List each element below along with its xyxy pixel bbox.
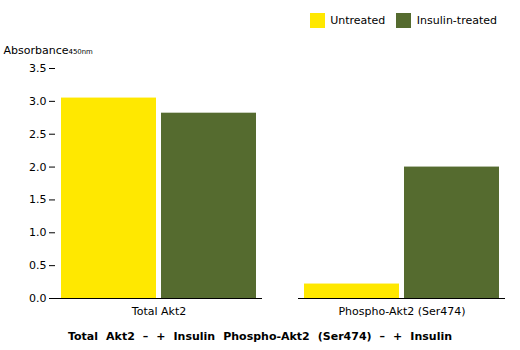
html-text:Insulin: Insulin [173,329,216,343]
svg-text:3.5: 3.5 [29,62,47,75]
html-text:Insulin: Insulin [410,329,452,343]
html-text:Akt2: Akt2 [106,329,135,343]
html-text:Untreated: Untreated [330,14,386,27]
svg-text:3.0: 3.0 [29,94,47,107]
svg-text:Total Akt2: Total Akt2 [131,305,186,318]
html-text:(Ser474): (Ser474) [317,329,372,343]
svg-text:Absorbance₄₅₀ₙₘ: Absorbance₄₅₀ₙₘ [4,44,94,57]
svg-text:2.5: 2.5 [29,127,47,140]
svg-text:0.0: 0.0 [29,292,47,305]
svg-text:Phospho-Akt2 (Ser474): Phospho-Akt2 (Ser474) [338,305,465,318]
html-text:Insulin-treated: Insulin-treated [416,14,497,27]
html-text:Total: Total [68,329,98,343]
svg-text:0.5: 0.5 [29,259,47,272]
svg-text:1.0: 1.0 [29,226,47,239]
svg-text:1.5: 1.5 [29,193,47,206]
html-text:Phospho-Akt2: Phospho-Akt2 [223,329,310,343]
svg-text:2.0: 2.0 [29,160,47,173]
